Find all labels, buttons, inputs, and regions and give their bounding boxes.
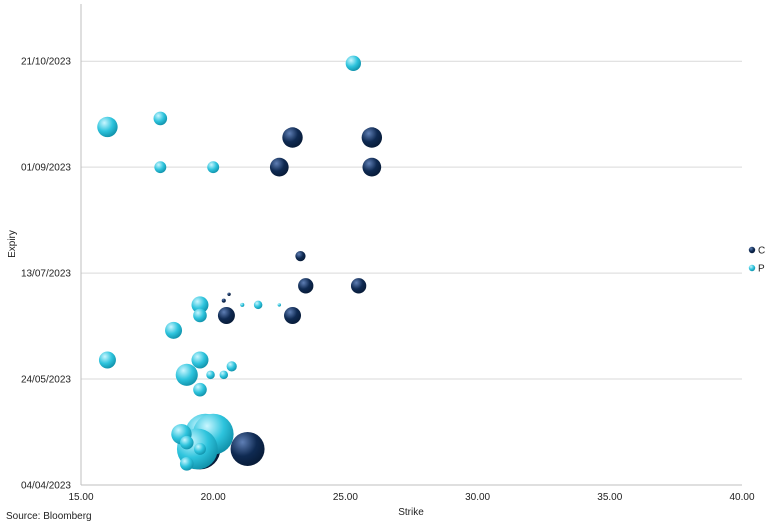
- bubble-p: [175, 363, 198, 386]
- x-axis-title: Strike: [398, 507, 424, 518]
- bubble-c: [295, 251, 306, 262]
- y-tick-label: 24/05/2023: [21, 375, 71, 386]
- bubble-layer: [97, 55, 383, 471]
- bubble-c: [362, 157, 382, 177]
- legend-label: P: [758, 264, 765, 275]
- legend: CP: [748, 246, 765, 275]
- bubble-p: [253, 300, 263, 310]
- legend-label: C: [758, 246, 765, 257]
- x-tick-labels: 15.00 20.00 25.00 30.00 35.00 40.00: [68, 492, 754, 503]
- y-tick-label: 13/07/2023: [21, 269, 71, 280]
- bubble-p: [240, 302, 245, 307]
- bubble-c: [230, 431, 265, 466]
- legend-marker-p: [748, 264, 756, 272]
- bubble-p: [165, 321, 183, 339]
- bubble-c: [350, 278, 367, 294]
- x-tick-label: 30.00: [465, 492, 490, 503]
- y-tick-label: 21/10/2023: [21, 57, 71, 68]
- bubble-c: [361, 127, 383, 148]
- x-tick-label: 15.00: [68, 492, 93, 503]
- gridlines: [81, 60, 742, 380]
- bubble-p: [193, 308, 207, 323]
- bubble-c: [217, 306, 235, 324]
- x-tick-label: 40.00: [729, 492, 754, 503]
- bubble-p: [207, 161, 220, 174]
- bubble-p: [154, 161, 167, 174]
- bubble-c: [227, 292, 231, 296]
- axes: [80, 4, 742, 486]
- y-tick-label: 04/04/2023: [21, 481, 71, 492]
- bubble-p: [219, 370, 229, 380]
- bubble-p: [193, 382, 207, 397]
- x-tick-label: 35.00: [597, 492, 622, 503]
- bubble-p: [191, 351, 209, 369]
- bubble-p: [191, 296, 209, 314]
- bubble-p: [153, 111, 168, 126]
- bubble-p: [98, 351, 116, 369]
- bubble-p: [97, 116, 118, 138]
- y-tick-label: 01/09/2023: [21, 163, 71, 174]
- y-axis-title: Expiry: [7, 230, 18, 258]
- source-note: Source: Bloomberg: [6, 511, 92, 522]
- bubble-p: [206, 370, 215, 380]
- x-tick-label: 25.00: [333, 492, 358, 503]
- bubble-p: [226, 361, 237, 372]
- bubble-p: [345, 55, 361, 71]
- y-tick-labels: 04/04/2023 24/05/2023 13/07/2023 01/09/2023…: [21, 57, 71, 492]
- bubble-c: [269, 157, 289, 177]
- bubble-p: [179, 435, 194, 450]
- legend-marker-c: [748, 246, 756, 254]
- bubble-c: [282, 127, 303, 148]
- bubble-c: [284, 306, 302, 324]
- bubble-p: [194, 443, 206, 455]
- x-tick-label: 20.00: [201, 492, 226, 503]
- bubble-p: [277, 303, 281, 307]
- bubble-c: [221, 298, 226, 303]
- bubble-c: [298, 278, 314, 294]
- bubble-p: [179, 457, 194, 471]
